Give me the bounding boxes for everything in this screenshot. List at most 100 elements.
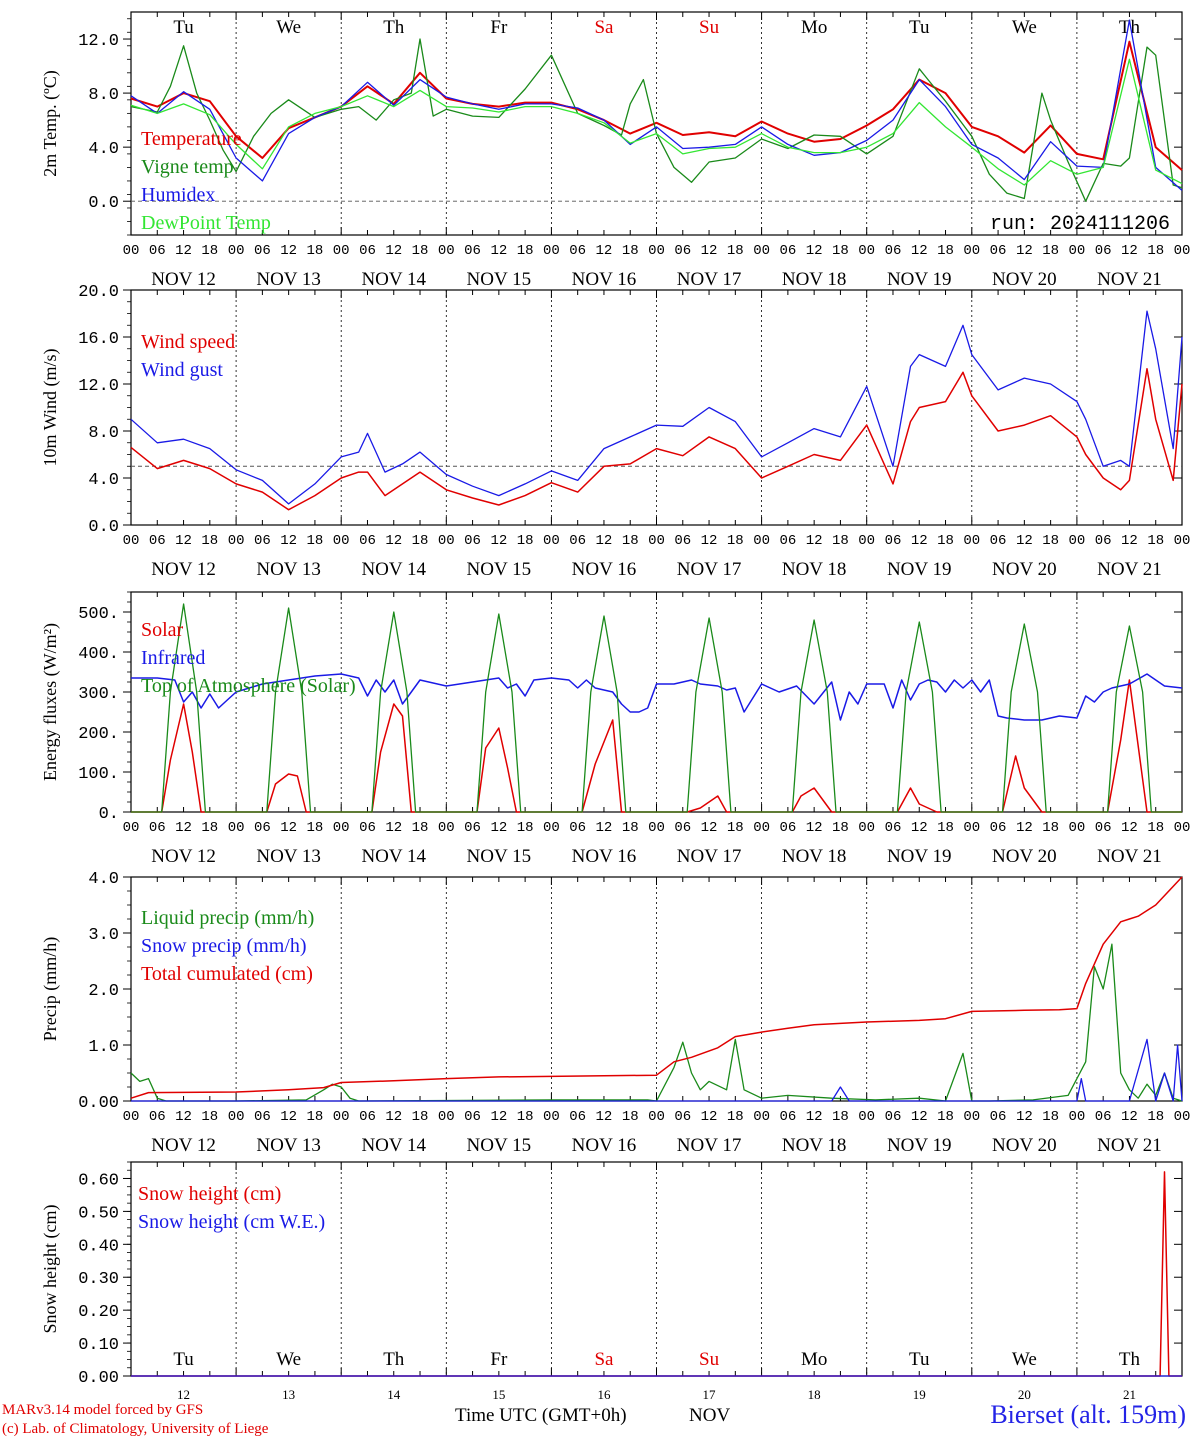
x-hour-label: 00	[228, 1109, 245, 1125]
weekday-label: Th	[383, 1349, 405, 1370]
x-date-label: NOV 20	[992, 269, 1057, 290]
x-hour-label: 00	[543, 820, 560, 836]
x-hour-label: 12	[1121, 1109, 1138, 1125]
x-hour-label: 00	[228, 243, 245, 259]
y-tick-label: 16.0	[78, 330, 119, 349]
time-axis-label: Time UTC (GMT+0h)	[455, 1405, 627, 1426]
x-hour-label: 12	[175, 1109, 192, 1125]
x-hour-label: 18	[1042, 533, 1059, 549]
legend-entry: Temperature	[141, 128, 242, 150]
x-hour-label: 06	[779, 243, 796, 259]
y-tick-label: 20.0	[78, 283, 119, 302]
x-hour-label: 12	[385, 533, 402, 549]
x-hour-label: 12	[280, 533, 297, 549]
x-date-label: NOV 12	[151, 1135, 216, 1156]
x-date-label: NOV 20	[992, 1135, 1057, 1156]
panel-energy: 0. 100. 200. 300. 400. 500. Energy fluxes (W/m…	[40, 591, 1190, 867]
x-hour-label: 06	[1095, 820, 1112, 836]
x-hour-label: 12	[490, 820, 507, 836]
x-hour-label: 00	[333, 820, 350, 836]
x-hour-label: 06	[885, 243, 902, 259]
series-line-precip-2	[130, 876, 1183, 1099]
x-hour-label: 18	[832, 1109, 849, 1125]
panel-temp: 0.0 4.0 8.0 12.0 2m Temp. (ºC) 00 06 12 18 NOV 12…	[40, 11, 1190, 290]
x-hour-label: 18	[1042, 1109, 1059, 1125]
series-line-temp-2	[130, 19, 1183, 191]
x-hour-label: 06	[885, 1109, 902, 1125]
legend-entry: Snow precip (mm/h)	[141, 935, 307, 957]
x-hour-label: 12	[490, 1109, 507, 1125]
weekday-label: Th	[1119, 1349, 1141, 1370]
y-tick-label: 0.00	[78, 1094, 119, 1113]
legend-entry: Infrared	[141, 647, 205, 669]
series-line-precip-1	[131, 1038, 1183, 1102]
x-hour-label: 12	[1016, 243, 1033, 259]
x-hour-label: 00	[858, 820, 875, 836]
x-hour-label: 12	[385, 820, 402, 836]
x-hour-label: 18	[1042, 820, 1059, 836]
x-date-label: NOV 18	[782, 1135, 847, 1156]
x-hour-label: 00	[858, 243, 875, 259]
y-tick-label: 0.50	[78, 1204, 119, 1223]
x-hour-label: 06	[149, 820, 166, 836]
legend-entry: Top of Atmosphere (Solar)	[141, 675, 356, 697]
weekday-label: Th	[1119, 17, 1141, 38]
x-hour-label: 06	[254, 1109, 271, 1125]
x-date-label: NOV 20	[992, 846, 1057, 867]
x-hour-label: 12	[175, 243, 192, 259]
y-tick-label: 0.10	[78, 1336, 119, 1355]
x-hour-label: 00	[1068, 533, 1085, 549]
x-date-label: NOV 16	[572, 269, 637, 290]
x-hour-label: 00	[648, 1109, 665, 1125]
x-hour-label: 12	[596, 1109, 613, 1125]
x-hour-label: 18	[622, 243, 639, 259]
x-hour-label: 18	[727, 820, 744, 836]
y-tick-label: 8.0	[88, 424, 119, 443]
weekday-label: Fr	[490, 1349, 508, 1370]
x-date-label: NOV 19	[887, 559, 952, 580]
x-hour-label: 00	[123, 243, 140, 259]
x-hour-label: 12	[911, 243, 928, 259]
x-hour-label: 18	[412, 243, 429, 259]
weekday-label: Th	[383, 17, 405, 38]
x-hour-label: 12	[1121, 243, 1138, 259]
x-hour-label: 12	[806, 820, 823, 836]
x-hour-label: 18	[1042, 243, 1059, 259]
legend-entry: Snow height (cm)	[138, 1183, 281, 1205]
x-hour-label: 06	[359, 533, 376, 549]
x-hour-label: 18	[937, 533, 954, 549]
lab-credit: (c) Lab. of Climatology, University of L…	[2, 1421, 269, 1437]
x-hour-label: 18	[622, 1109, 639, 1125]
x-date-label: NOV 15	[467, 1135, 532, 1156]
x-hour-label: 06	[674, 243, 691, 259]
x-hour-label: 18	[412, 820, 429, 836]
x-hour-label: 06	[990, 243, 1007, 259]
y-tick-label: 0.00	[78, 1369, 119, 1388]
x-date-label: NOV 17	[677, 269, 742, 290]
x-hour-label: 00	[963, 820, 980, 836]
x-hour-label: 00	[753, 1109, 770, 1125]
x-hour-label: 18	[201, 243, 218, 259]
y-tick-label: 0.0	[88, 518, 119, 537]
weekday-label: Sa	[594, 1349, 614, 1370]
x-hour-label: 00	[438, 533, 455, 549]
x-date-label: NOV 19	[887, 269, 952, 290]
x-hour-label: 18	[517, 243, 534, 259]
x-hour-label: 00	[858, 533, 875, 549]
x-date-label: NOV 15	[467, 559, 532, 580]
model-credit: MARv3.14 model forced by GFS	[2, 1402, 204, 1418]
x-hour-label: 06	[149, 1109, 166, 1125]
panel-snow: 0.00 0.10 0.20 0.30 0.40 0.50 0.60 Snow height …	[40, 1161, 1183, 1402]
legend-entry: DewPoint Temp	[141, 212, 271, 234]
x-hour-label: 00	[543, 243, 560, 259]
series-line-energy-2	[131, 603, 1182, 813]
x-hour-label: 00	[228, 533, 245, 549]
series-line-temp-3	[130, 58, 1183, 186]
x-hour-label: 06	[569, 820, 586, 836]
x-date-label: NOV 15	[467, 269, 532, 290]
x-hour-label: 06	[359, 1109, 376, 1125]
x-hour-label: 06	[569, 1109, 586, 1125]
x-date-label: NOV 18	[782, 559, 847, 580]
x-hour-label: 12	[490, 533, 507, 549]
